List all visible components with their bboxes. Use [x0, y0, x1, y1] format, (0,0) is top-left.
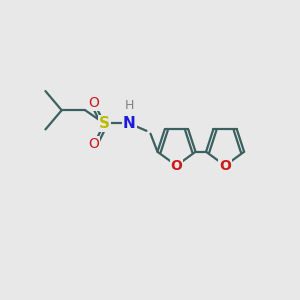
Text: N: N	[123, 116, 136, 131]
Text: O: O	[171, 159, 182, 172]
Text: O: O	[88, 137, 100, 151]
Text: S: S	[99, 116, 110, 131]
Text: O: O	[219, 159, 231, 172]
Text: O: O	[88, 96, 100, 110]
Text: H: H	[125, 99, 134, 112]
